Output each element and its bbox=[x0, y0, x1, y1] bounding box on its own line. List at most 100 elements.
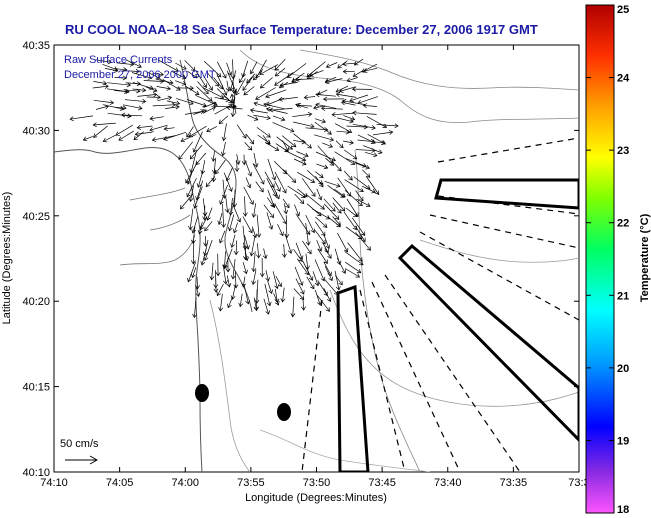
current-vector-head bbox=[181, 80, 187, 86]
current-vector-head bbox=[159, 71, 164, 77]
bathymetry-contour bbox=[299, 49, 579, 91]
current-vector bbox=[244, 235, 249, 250]
current-vector-head bbox=[321, 231, 326, 237]
current-vector bbox=[178, 141, 193, 160]
current-vector bbox=[312, 208, 330, 220]
current-vector bbox=[239, 293, 243, 307]
current-vector bbox=[191, 267, 197, 278]
current-vector bbox=[264, 283, 271, 306]
current-vector-head bbox=[299, 295, 305, 300]
current-vector bbox=[220, 184, 228, 205]
current-vector-head bbox=[319, 173, 324, 179]
current-vector-head bbox=[245, 245, 250, 250]
current-vector-head bbox=[358, 201, 363, 207]
current-vector-head bbox=[341, 269, 346, 274]
current-vector-head bbox=[349, 140, 354, 145]
current-vector-head bbox=[213, 288, 219, 293]
current-vector-head bbox=[259, 187, 264, 193]
current-vector-head bbox=[151, 137, 157, 142]
current-vector-head bbox=[315, 92, 320, 98]
current-vector bbox=[132, 72, 152, 79]
current-vector bbox=[253, 152, 258, 168]
current-vector bbox=[297, 104, 313, 107]
bathymetry-contour bbox=[329, 289, 579, 407]
current-vector-head bbox=[359, 187, 364, 193]
current-vector bbox=[121, 114, 143, 117]
current-vector-head bbox=[339, 88, 344, 93]
current-vector-field bbox=[69, 58, 399, 319]
current-vector-head bbox=[193, 204, 198, 209]
current-vector bbox=[226, 80, 230, 92]
current-vector bbox=[243, 186, 254, 205]
current-vector bbox=[226, 70, 237, 93]
plot-area bbox=[53, 44, 580, 473]
current-vector bbox=[316, 240, 322, 252]
current-vector-head bbox=[362, 103, 368, 109]
current-vector-head bbox=[291, 78, 296, 84]
current-vector bbox=[326, 62, 338, 68]
current-vector-head bbox=[371, 188, 376, 194]
current-vector bbox=[345, 207, 358, 217]
current-vector-head bbox=[304, 152, 309, 158]
current-vector bbox=[334, 151, 355, 165]
x-tick-label: 74:10 bbox=[40, 477, 68, 489]
current-vector-head bbox=[186, 180, 192, 185]
current-vector bbox=[322, 142, 333, 148]
current-vector-head bbox=[82, 136, 88, 142]
current-vector-head bbox=[351, 86, 357, 92]
current-vector bbox=[314, 118, 326, 123]
current-vector-head bbox=[253, 101, 258, 107]
current-vector bbox=[362, 169, 371, 178]
current-vector bbox=[216, 61, 227, 79]
current-vector bbox=[317, 280, 328, 296]
current-vector-head bbox=[313, 105, 318, 110]
current-vector-head bbox=[307, 249, 312, 255]
current-vector-head bbox=[202, 216, 208, 221]
current-vector-head bbox=[331, 112, 336, 118]
current-vector bbox=[197, 170, 204, 188]
current-vector-head bbox=[230, 243, 235, 248]
current-vector bbox=[345, 261, 361, 273]
current-vector-head bbox=[204, 89, 209, 95]
current-vector bbox=[95, 59, 112, 63]
current-vector bbox=[166, 100, 180, 105]
current-vector bbox=[222, 203, 225, 228]
current-vector bbox=[114, 106, 127, 109]
current-vector-head bbox=[324, 248, 329, 254]
current-vector bbox=[229, 214, 235, 231]
current-vector bbox=[293, 139, 306, 143]
current-vector-head bbox=[301, 306, 306, 311]
current-vector bbox=[199, 221, 203, 234]
current-vector-head bbox=[115, 131, 121, 136]
current-vector bbox=[104, 68, 118, 72]
current-vector-head bbox=[349, 97, 354, 103]
y-tick-label: 40:30 bbox=[22, 125, 50, 137]
current-vector bbox=[206, 126, 218, 132]
current-vector bbox=[212, 151, 215, 162]
colorbar-tick-label: 22 bbox=[617, 218, 629, 230]
current-vector-head bbox=[326, 297, 332, 302]
current-vector-head bbox=[107, 59, 112, 65]
current-vector-head bbox=[282, 169, 288, 175]
current-vector bbox=[223, 266, 227, 284]
current-vector-head bbox=[311, 192, 316, 197]
current-vector-head bbox=[310, 123, 315, 129]
current-vector bbox=[343, 149, 358, 160]
current-vector bbox=[337, 117, 354, 123]
current-vector bbox=[196, 276, 198, 289]
current-vector bbox=[247, 114, 259, 121]
current-vector bbox=[237, 124, 247, 139]
current-vector bbox=[184, 60, 196, 71]
current-vector-head bbox=[175, 100, 181, 106]
current-vector-head bbox=[291, 178, 297, 183]
current-vector bbox=[363, 105, 377, 107]
current-vector bbox=[137, 125, 153, 129]
current-vector-head bbox=[213, 284, 219, 289]
current-vector bbox=[146, 86, 158, 92]
current-vector bbox=[207, 207, 213, 221]
current-vector bbox=[274, 58, 286, 71]
current-vector bbox=[253, 68, 264, 81]
current-vector-head bbox=[349, 118, 354, 124]
current-vector-head bbox=[238, 78, 244, 84]
current-vector bbox=[186, 177, 197, 197]
